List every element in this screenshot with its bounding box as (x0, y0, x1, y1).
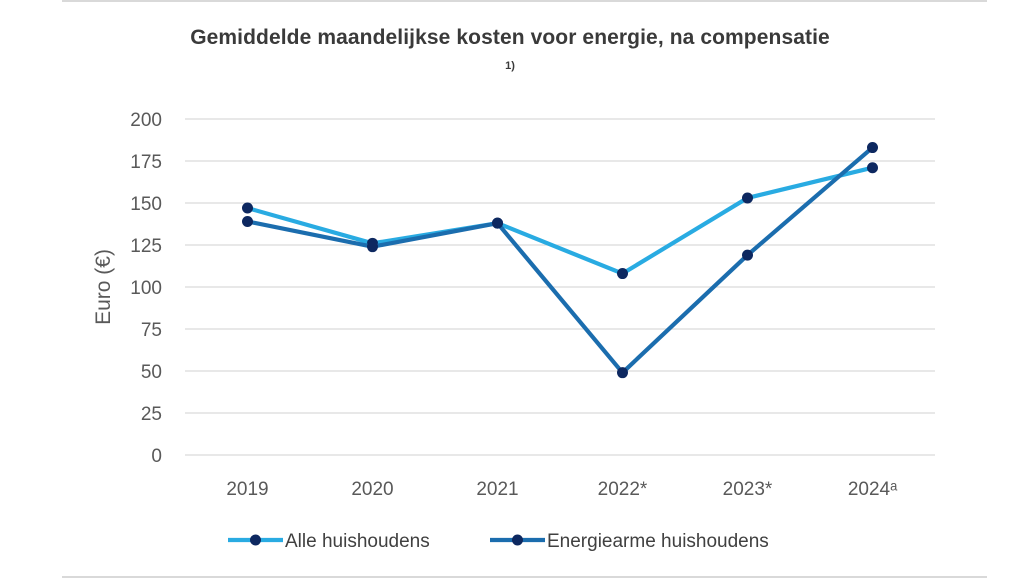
x-tick-label: 2022* (598, 479, 648, 500)
data-point (367, 241, 378, 253)
y-tick-label: 175 (130, 152, 162, 173)
gridlines (185, 118, 935, 456)
y-tick-label: 100 (130, 278, 162, 299)
series-1 (242, 162, 878, 280)
series-group (242, 142, 878, 379)
y-tick-label: 200 (130, 110, 162, 131)
y-tick-label: 125 (130, 236, 162, 257)
legend-item: Energiearme huishoudens (490, 531, 769, 552)
x-tick-label: 2023* (723, 479, 773, 500)
legend-label: Alle huishoudens (285, 531, 430, 552)
data-point (867, 162, 878, 174)
series-2 (242, 142, 878, 379)
y-axis-label: Euro (€) (92, 249, 115, 325)
chart-footnote: 1) (505, 60, 515, 72)
legend-label: Energiearme huishoudens (547, 531, 769, 552)
x-tick-label: 2019 (226, 479, 268, 500)
bottom-divider (62, 576, 987, 578)
data-point (242, 215, 253, 227)
data-point (492, 217, 503, 229)
x-tick-label: 2024ᵃ (848, 479, 898, 500)
data-point (242, 202, 253, 214)
x-tick-label: 2020 (351, 479, 393, 500)
data-point (742, 192, 753, 204)
y-tick-label: 0 (151, 446, 162, 467)
x-axis-ticks: 2019 2020 2021 2022* 2023* 2024ᵃ (226, 479, 898, 500)
legend-swatch-marker (250, 534, 261, 546)
y-tick-label: 75 (141, 320, 162, 341)
legend: Alle huishoudens Energiearme huishoudens (228, 531, 769, 552)
legend-item: Alle huishoudens (228, 531, 430, 552)
chart-title: Gemiddelde maandelijkse kosten voor ener… (190, 26, 830, 49)
top-divider (62, 0, 987, 2)
y-tick-label: 50 (141, 362, 162, 383)
series-line (245, 145, 875, 375)
data-point (742, 249, 753, 261)
y-axis-ticks: 0 25 50 75 100 125 150 175 200 (130, 110, 162, 467)
data-point (617, 268, 628, 280)
legend-swatch-marker (512, 534, 523, 546)
y-tick-label: 150 (130, 194, 162, 215)
y-tick-label: 25 (141, 404, 162, 425)
series-line (245, 165, 875, 276)
data-point (867, 142, 878, 154)
data-point (617, 367, 628, 379)
x-tick-label: 2021 (476, 479, 518, 500)
